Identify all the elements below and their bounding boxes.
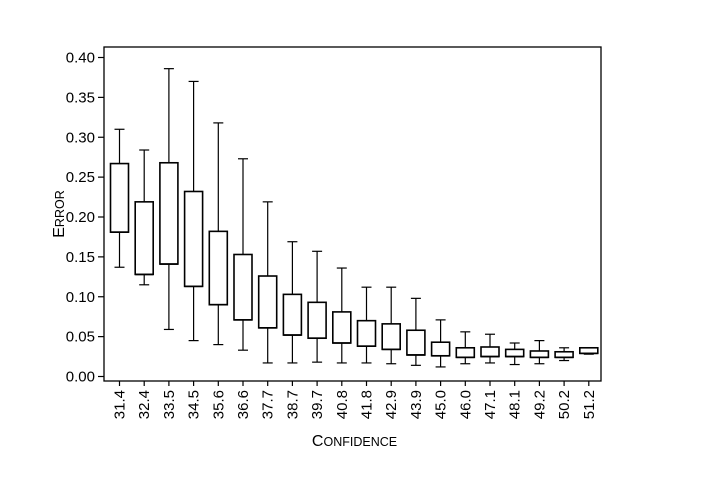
box-32.4 <box>134 149 154 286</box>
plot-frame <box>103 46 602 382</box>
box-39.7 <box>307 250 327 363</box>
box-49.2 <box>529 340 550 365</box>
box-41.8 <box>356 286 377 364</box>
box-34.5 <box>183 80 204 342</box>
x-tick-label: 31.4 <box>112 390 129 419</box>
box-iqr <box>406 329 426 356</box>
x-tick-label: 38.7 <box>284 390 301 419</box>
x-tick-label: 36.6 <box>235 390 252 419</box>
box-37.7 <box>257 201 278 364</box>
box-46.0 <box>455 331 476 365</box>
x-tick-label: 42.9 <box>383 390 400 419</box>
y-tick-label: 0.35 <box>66 89 95 106</box>
x-axis: 31.4 32.4 33.5 34.5 35.6 36.6 37.7 38.7 39.7 40.8… <box>112 381 598 419</box>
box-iqr <box>233 253 253 321</box>
y-tick-label: 0.30 <box>66 129 95 146</box>
box-iqr <box>381 323 402 351</box>
box-45.0 <box>430 319 451 368</box>
box-iqr <box>430 341 451 357</box>
box-iqr <box>578 346 599 355</box>
x-tick-label: 37.7 <box>260 390 277 419</box>
box-iqr <box>480 346 500 358</box>
x-tick-label: 51.2 <box>581 390 598 419</box>
box-33.5 <box>159 68 179 331</box>
box-iqr <box>208 230 229 306</box>
x-tick-label: 49.2 <box>531 390 548 419</box>
box-47.1 <box>480 333 500 364</box>
box-40.8 <box>331 267 352 364</box>
x-tick-label: 46.0 <box>457 390 474 419</box>
box-iqr <box>257 275 278 329</box>
box-31.4 <box>109 128 130 268</box>
y-tick-label: 0.25 <box>66 169 95 186</box>
box-iqr <box>504 348 525 358</box>
y-tick-label: 0.15 <box>66 249 95 266</box>
box-iqr <box>183 190 204 288</box>
x-tick-label: 35.6 <box>210 390 227 419</box>
box-iqr <box>159 161 179 265</box>
box-iqr <box>134 201 154 276</box>
x-tick-label: 41.8 <box>359 390 376 419</box>
box-36.6 <box>233 158 253 351</box>
box-iqr <box>282 293 303 336</box>
box-iqr <box>331 311 352 344</box>
x-axis-title: CONFIDENCE <box>312 433 397 450</box>
box-43.9 <box>406 297 426 366</box>
x-tick-label: 48.1 <box>507 390 524 419</box>
x-tick-label: 40.8 <box>334 390 351 419</box>
box-iqr <box>356 319 377 347</box>
x-tick-label: 39.7 <box>309 390 326 419</box>
box-51.2 <box>578 346 599 355</box>
box-42.9 <box>381 286 402 365</box>
x-tick-label: 47.1 <box>482 390 499 419</box>
x-tick-label: 50.2 <box>556 390 573 419</box>
box-iqr <box>529 350 550 359</box>
y-axis: 0.00 0.05 0.10 0.15 0.20 0.25 0.30 0.35 0.40 <box>66 50 104 386</box>
x-tick-label: 33.5 <box>161 390 178 419</box>
box-50.2 <box>554 347 574 362</box>
y-tick-label: 0.40 <box>66 50 95 67</box>
box-iqr <box>307 301 327 340</box>
y-tick-label: 0.05 <box>66 329 95 346</box>
boxes-group <box>109 68 599 368</box>
x-tick-label: 32.4 <box>136 390 153 419</box>
x-tick-label: 45.0 <box>433 390 450 419</box>
y-axis-title: ERROR <box>51 190 68 237</box>
box-38.7 <box>282 241 303 364</box>
x-tick-label: 43.9 <box>408 390 425 419</box>
y-tick-label: 0.20 <box>66 209 95 226</box>
box-48.1 <box>504 342 525 366</box>
box-iqr <box>455 346 476 359</box>
y-tick-label: 0.00 <box>66 369 95 386</box>
box-iqr <box>109 162 130 233</box>
box-35.6 <box>208 122 229 346</box>
y-tick-label: 0.10 <box>66 289 95 306</box>
x-tick-label: 34.5 <box>186 390 203 419</box>
box-iqr <box>554 350 574 359</box>
